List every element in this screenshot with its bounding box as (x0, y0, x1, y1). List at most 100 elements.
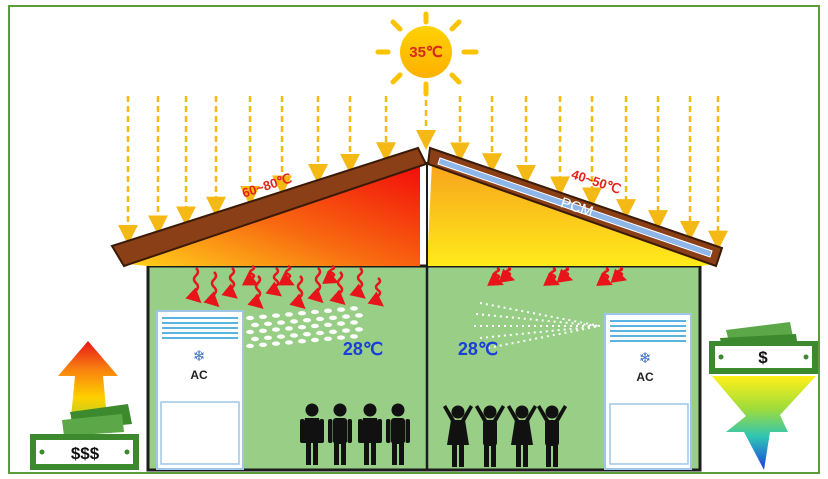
cool-air-dot (350, 334, 358, 339)
cool-air-dot (246, 343, 254, 349)
cool-air-dot (264, 335, 272, 340)
cool-air-dot (290, 333, 298, 338)
cool-air-dot (329, 315, 337, 320)
cool-air-dot (259, 314, 267, 319)
cool-air-dot (264, 321, 272, 326)
cool-air-dot (251, 322, 259, 328)
person-icon (328, 403, 352, 465)
person-icon (386, 403, 410, 465)
cool-air-dot (337, 307, 345, 312)
heat-arrow (596, 266, 613, 286)
heat-arrow (322, 264, 339, 284)
cool-air-dot (355, 313, 363, 318)
sun-rays (118, 96, 728, 251)
heat-arrow (329, 271, 346, 305)
sun-icon (375, 11, 479, 97)
cool-air-dot (277, 320, 285, 325)
sun-temperature-label: 35℃ (409, 44, 443, 61)
cool-air-dot (272, 313, 280, 318)
cool-air-dot (311, 323, 319, 329)
heat-arrow (241, 264, 259, 286)
cool-air-dot (272, 341, 280, 346)
cool-air-dot (337, 335, 345, 340)
left-cool-air (246, 306, 363, 349)
snowflake-icon: ❄ (639, 350, 652, 367)
cool-air-dot (324, 322, 332, 327)
left-heat-arrows (185, 264, 384, 309)
heat-arrow (610, 266, 628, 283)
cool-air-dot (259, 328, 267, 333)
cool-air-dot (316, 316, 324, 322)
cool-air-dot (298, 339, 306, 344)
left-room-temperature: 28℃ (343, 339, 383, 359)
heat-arrow (289, 275, 306, 309)
happy-people-icon (443, 405, 567, 467)
cool-air-line (479, 325, 601, 339)
cool-air-dot (355, 327, 363, 332)
heat-arrow (349, 267, 366, 299)
up-arrow-icon (58, 341, 118, 428)
person-icon (537, 405, 567, 467)
cool-air-dot (285, 312, 293, 317)
money-stack-icon (62, 404, 132, 436)
right-heat-arrows (487, 266, 628, 286)
heat-arrow (265, 267, 282, 297)
heat-arrow (498, 266, 516, 283)
people-icon (300, 403, 410, 465)
person-icon (507, 405, 537, 467)
cool-air-dot (303, 332, 311, 337)
heat-arrow (307, 267, 324, 304)
left-ac-label: AC (190, 368, 208, 382)
cool-air-dot (350, 306, 358, 311)
heat-arrow (543, 266, 560, 286)
snowflake-icon: ❄ (193, 348, 206, 365)
down-arrow-icon (712, 376, 816, 470)
heat-arrow (367, 277, 384, 307)
person-icon (475, 405, 505, 467)
cool-air-line (479, 302, 601, 327)
cool-air-dot (350, 320, 358, 325)
person-icon (300, 403, 324, 465)
right-ac-label: AC (636, 370, 654, 384)
person-icon (358, 403, 382, 465)
left-cost-banknote (30, 434, 139, 470)
cool-air-dot (324, 308, 332, 313)
cool-air-dot (337, 321, 345, 326)
right-cost-banknote (709, 341, 818, 374)
cool-air-dot (311, 337, 319, 343)
cool-air-dot (316, 330, 324, 336)
heat-arrow (556, 266, 574, 283)
cool-air-dot (259, 342, 267, 347)
heat-arrow (203, 271, 220, 308)
heat-arrow (185, 267, 202, 304)
right-roof-temperature-label: 40~50℃ (570, 166, 623, 196)
cool-air-dot (342, 328, 350, 333)
cool-air-dot (324, 336, 332, 341)
outer-frame (8, 5, 820, 474)
cool-air-dot (290, 319, 298, 324)
right-ac-unit: ❄ (604, 313, 692, 470)
cool-air-dot (277, 334, 285, 339)
cool-air-dot (251, 336, 259, 342)
cool-air-dot (329, 329, 337, 334)
cool-air-dot (272, 327, 280, 332)
right-room-temperature: 28℃ (458, 339, 498, 359)
cool-air-dot (298, 325, 306, 330)
heat-arrow (221, 267, 238, 299)
cool-air-dot (298, 311, 306, 316)
cool-air-line (475, 313, 601, 327)
left-ac-unit: ❄ (156, 310, 244, 470)
left-roof-shingle (110, 146, 428, 268)
right-cool-air (474, 302, 601, 349)
cool-air-dot (246, 315, 254, 321)
cool-air-dot (342, 314, 350, 319)
left-cost-label: $$$ (71, 444, 100, 463)
cool-air-line (487, 325, 601, 349)
cool-air-dot (246, 329, 254, 335)
right-cost-label: $ (758, 348, 768, 367)
heat-arrow (277, 264, 295, 286)
cool-air-dot (311, 309, 319, 315)
pcm-layer (437, 157, 713, 258)
